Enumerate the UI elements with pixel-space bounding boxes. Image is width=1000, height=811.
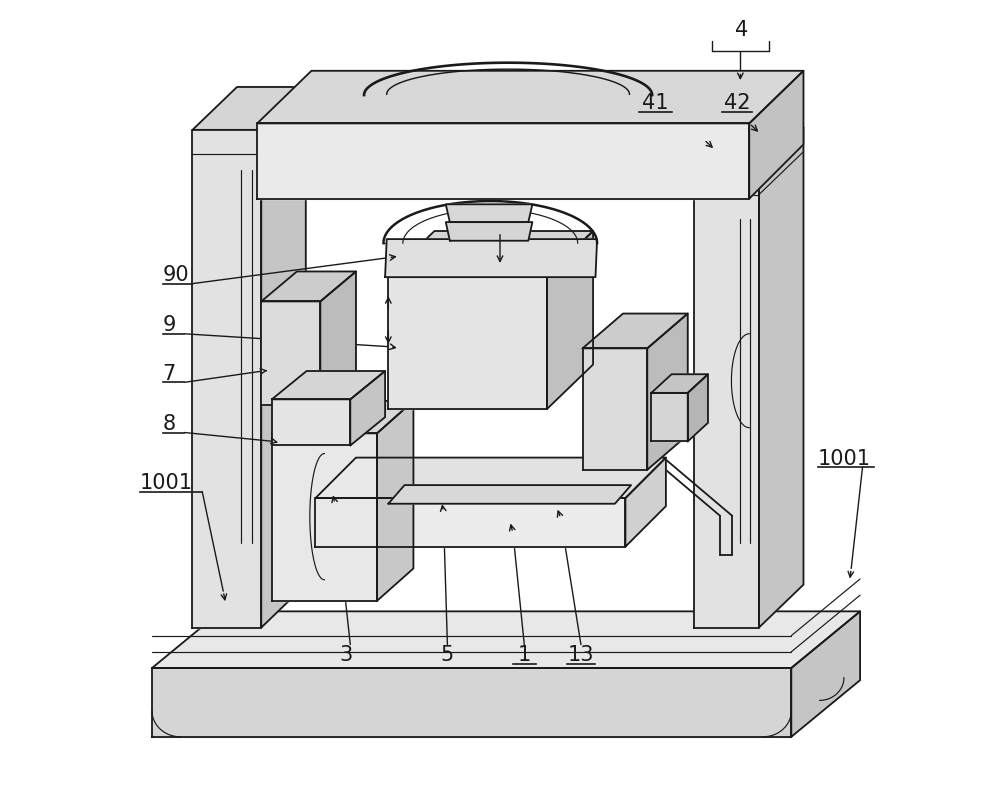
Polygon shape [791, 611, 860, 737]
Polygon shape [261, 272, 356, 302]
Polygon shape [315, 499, 625, 547]
Text: 5: 5 [441, 645, 454, 664]
Polygon shape [320, 272, 356, 406]
Text: 8: 8 [163, 414, 176, 433]
Polygon shape [192, 131, 261, 628]
Polygon shape [583, 314, 688, 349]
Polygon shape [749, 71, 803, 200]
Text: 42: 42 [724, 92, 750, 113]
Polygon shape [272, 371, 385, 400]
Polygon shape [694, 171, 759, 628]
Polygon shape [647, 314, 688, 470]
Polygon shape [261, 88, 306, 628]
Text: 3: 3 [340, 645, 353, 664]
Text: 1: 1 [518, 645, 531, 664]
Polygon shape [272, 400, 350, 446]
Polygon shape [152, 611, 860, 668]
Polygon shape [385, 240, 597, 278]
Polygon shape [583, 349, 647, 470]
Polygon shape [446, 223, 532, 242]
Polygon shape [257, 71, 803, 124]
Polygon shape [388, 277, 547, 410]
Text: 4: 4 [735, 19, 748, 40]
Polygon shape [350, 371, 385, 446]
Text: 41: 41 [642, 92, 669, 113]
Polygon shape [272, 401, 413, 434]
Polygon shape [759, 128, 803, 628]
Polygon shape [446, 205, 532, 223]
Polygon shape [192, 88, 306, 131]
Text: 1001: 1001 [818, 448, 871, 468]
Polygon shape [315, 458, 666, 499]
Text: 1001: 1001 [140, 472, 193, 492]
Polygon shape [651, 393, 688, 442]
Polygon shape [625, 458, 666, 547]
Polygon shape [152, 668, 791, 737]
Polygon shape [272, 434, 377, 601]
Polygon shape [388, 232, 593, 277]
Text: 90: 90 [163, 264, 189, 285]
Polygon shape [547, 232, 593, 410]
Text: 13: 13 [568, 645, 594, 664]
Polygon shape [651, 375, 708, 393]
Text: 9: 9 [163, 315, 176, 335]
Polygon shape [377, 401, 413, 601]
Polygon shape [694, 128, 803, 171]
Text: 7: 7 [163, 363, 176, 383]
Polygon shape [257, 124, 749, 200]
Polygon shape [388, 486, 631, 504]
Polygon shape [688, 375, 708, 442]
Polygon shape [261, 302, 320, 406]
